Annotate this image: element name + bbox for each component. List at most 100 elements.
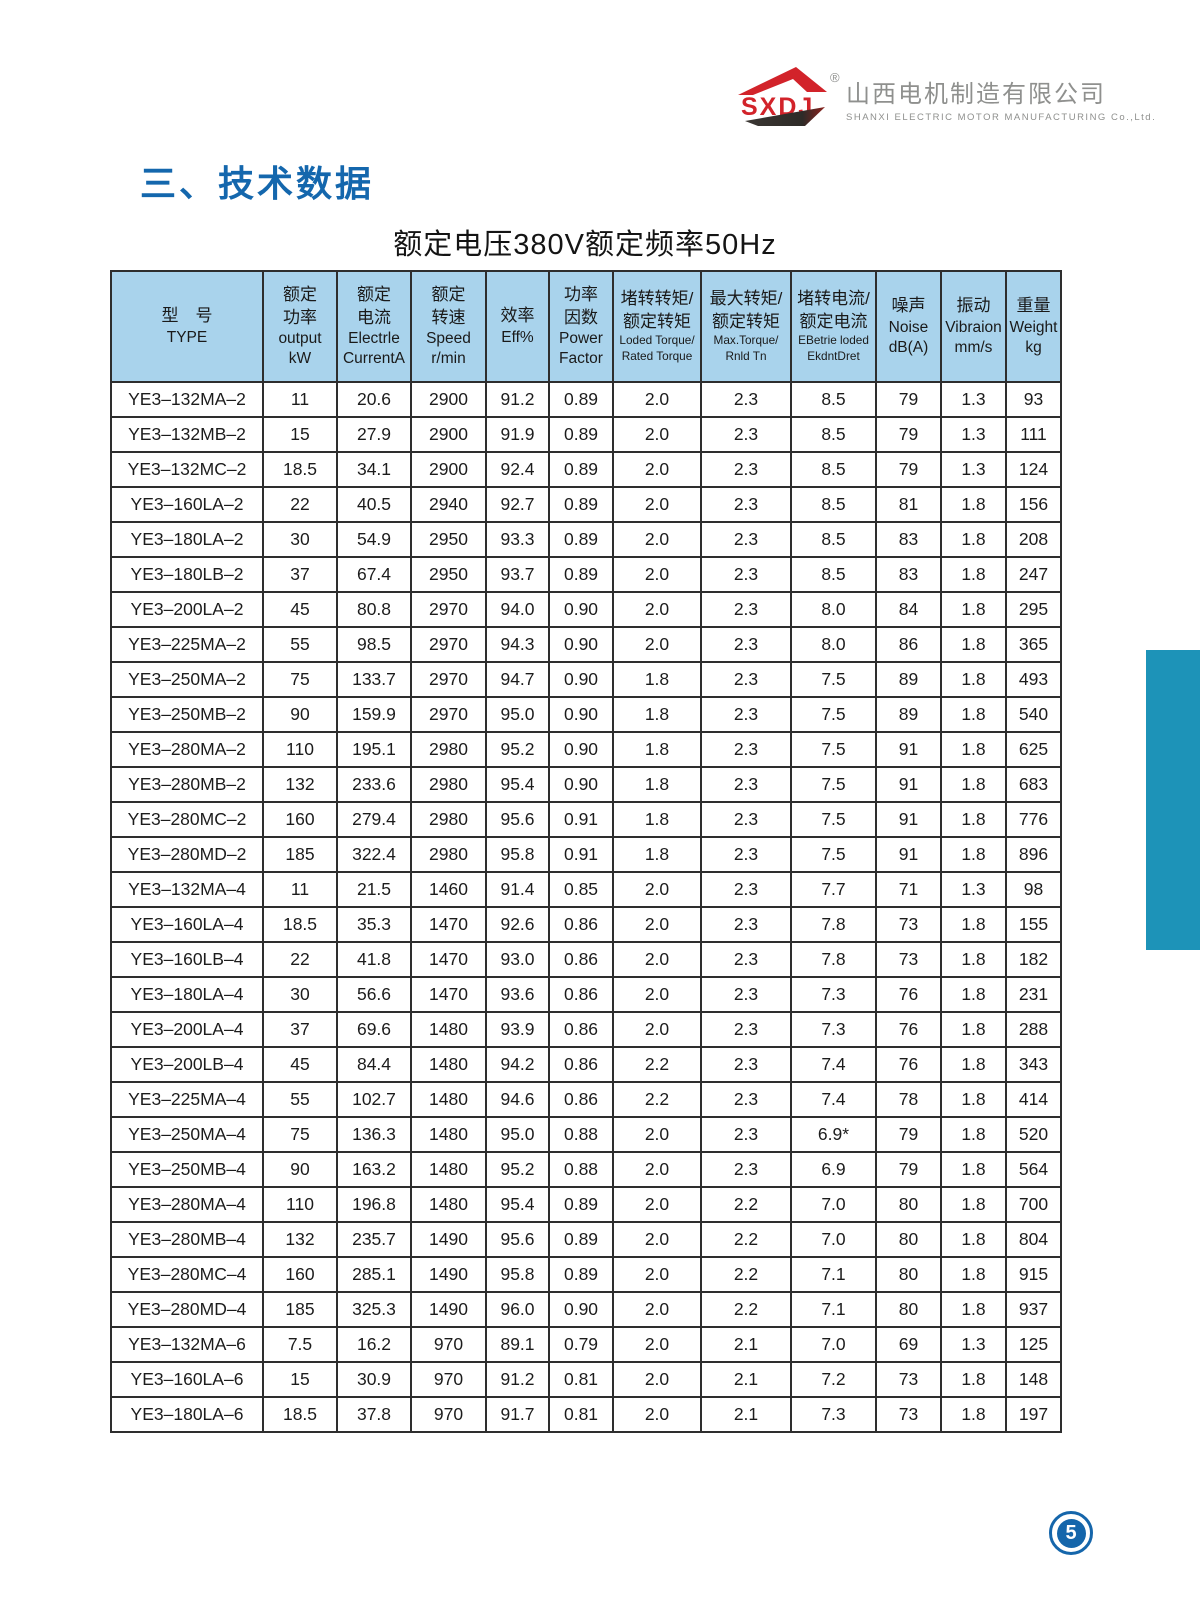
- cell-rated-speed: 1480: [410, 1151, 487, 1188]
- cell-noise: 79: [875, 451, 942, 488]
- cell-locked-current-ratio: 7.1: [790, 1256, 877, 1293]
- cell-rated-current: 69.6: [336, 1011, 412, 1048]
- cell-weight: 520: [1005, 1116, 1062, 1153]
- cell-rated-speed: 970: [410, 1326, 487, 1363]
- cell-rated-speed: 2970: [410, 696, 487, 733]
- cell-locked-current-ratio: 7.5: [790, 836, 877, 873]
- cell-locked-current-ratio: 8.5: [790, 556, 877, 593]
- table-row: YE3–250MA–4 75 136.3 1480 95.0 0.88 2.0 2.3 6.9*…: [110, 1116, 1062, 1153]
- cell-vibration: 1.8: [940, 801, 1007, 838]
- cell-power-factor: 0.89: [548, 416, 614, 453]
- cell-type: YE3–132MA–6: [110, 1326, 264, 1363]
- cell-locked-current-ratio: 8.5: [790, 521, 877, 558]
- page-number-badge: 5: [1049, 1511, 1093, 1555]
- cell-locked-current-ratio: 6.9*: [790, 1116, 877, 1153]
- cell-type: YE3–250MA–2: [110, 661, 264, 698]
- cell-power-factor: 0.90: [548, 626, 614, 663]
- cell-efficiency: 91.9: [485, 416, 550, 453]
- cell-noise: 73: [875, 906, 942, 943]
- cell-locked-torque-ratio: 2.0: [612, 1151, 702, 1188]
- cell-efficiency: 95.0: [485, 1116, 550, 1153]
- cell-rated-current: 30.9: [336, 1361, 412, 1398]
- cell-rated-power: 22: [262, 941, 338, 978]
- cell-weight: 365: [1005, 626, 1062, 663]
- cell-max-torque-ratio: 2.3: [700, 1081, 792, 1118]
- cell-vibration: 1.8: [940, 556, 1007, 593]
- table-row: YE3–280MC–2 160 279.4 2980 95.6 0.91 1.8 2.3 7.5…: [110, 801, 1062, 838]
- cell-rated-current: 322.4: [336, 836, 412, 873]
- cell-rated-speed: 1470: [410, 976, 487, 1013]
- cell-rated-current: 27.9: [336, 416, 412, 453]
- cell-rated-power: 185: [262, 836, 338, 873]
- cell-noise: 76: [875, 1046, 942, 1083]
- cell-max-torque-ratio: 2.3: [700, 381, 792, 418]
- cell-rated-speed: 2900: [410, 451, 487, 488]
- cell-efficiency: 95.4: [485, 766, 550, 803]
- cell-noise: 73: [875, 1396, 942, 1433]
- cell-locked-torque-ratio: 2.0: [612, 941, 702, 978]
- cell-rated-current: 325.3: [336, 1291, 412, 1328]
- cell-weight: 915: [1005, 1256, 1062, 1293]
- column-header-weight: 重量 Weight kg: [1005, 270, 1062, 383]
- cell-weight: 93: [1005, 381, 1062, 418]
- cell-efficiency: 95.4: [485, 1186, 550, 1223]
- cell-type: YE3–250MB–2: [110, 696, 264, 733]
- cell-type: YE3–160LB–4: [110, 941, 264, 978]
- table-header-row: 型 号 TYPE 额定 功率 output kW 额定 电流 Electrle CurrentA 额…: [110, 270, 1062, 383]
- cell-rated-power: 132: [262, 1221, 338, 1258]
- cell-max-torque-ratio: 2.3: [700, 591, 792, 628]
- cell-max-torque-ratio: 2.3: [700, 1011, 792, 1048]
- cell-efficiency: 95.2: [485, 1151, 550, 1188]
- cell-type: YE3–280MB–2: [110, 766, 264, 803]
- cell-rated-power: 18.5: [262, 906, 338, 943]
- cell-type: YE3–280MD–2: [110, 836, 264, 873]
- cell-efficiency: 91.2: [485, 1361, 550, 1398]
- registered-mark: ®: [830, 70, 840, 85]
- cell-weight: 247: [1005, 556, 1062, 593]
- cell-efficiency: 89.1: [485, 1326, 550, 1363]
- column-header-rated-speed: 额定 转速 Speed r/min: [410, 270, 487, 383]
- cell-rated-power: 160: [262, 1256, 338, 1293]
- cell-weight: 937: [1005, 1291, 1062, 1328]
- table-row: YE3–180LA–2 30 54.9 2950 93.3 0.89 2.0 2.3 8.5 83…: [110, 521, 1062, 558]
- cell-efficiency: 95.6: [485, 1221, 550, 1258]
- cell-rated-power: 45: [262, 1046, 338, 1083]
- cell-power-factor: 0.86: [548, 976, 614, 1013]
- company-name-zh: 山西电机制造有限公司: [846, 81, 1106, 108]
- cell-rated-current: 80.8: [336, 591, 412, 628]
- cell-rated-speed: 1480: [410, 1081, 487, 1118]
- table-row: YE3–200LA–2 45 80.8 2970 94.0 0.90 2.0 2.3 8.0 84…: [110, 591, 1062, 628]
- cell-efficiency: 93.6: [485, 976, 550, 1013]
- cell-rated-speed: 2900: [410, 416, 487, 453]
- cell-noise: 79: [875, 1116, 942, 1153]
- cell-rated-speed: 1490: [410, 1256, 487, 1293]
- cell-efficiency: 94.2: [485, 1046, 550, 1083]
- cell-rated-current: 41.8: [336, 941, 412, 978]
- cell-locked-torque-ratio: 2.2: [612, 1081, 702, 1118]
- table-caption: 额定电压380V额定频率50Hz: [393, 229, 777, 261]
- cell-noise: 91: [875, 731, 942, 768]
- cell-power-factor: 0.89: [548, 521, 614, 558]
- cell-vibration: 1.3: [940, 451, 1007, 488]
- cell-efficiency: 92.4: [485, 451, 550, 488]
- cell-power-factor: 0.90: [548, 591, 614, 628]
- cell-type: YE3–250MB–4: [110, 1151, 264, 1188]
- cell-type: YE3–180LA–6: [110, 1396, 264, 1433]
- cell-noise: 79: [875, 1151, 942, 1188]
- table-row: YE3–132MA–6 7.5 16.2 970 89.1 0.79 2.0 2.1 7.0 69…: [110, 1326, 1062, 1363]
- cell-noise: 76: [875, 1011, 942, 1048]
- cell-locked-current-ratio: 8.5: [790, 486, 877, 523]
- cell-locked-torque-ratio: 2.0: [612, 1256, 702, 1293]
- cell-rated-speed: 1480: [410, 1011, 487, 1048]
- cell-noise: 80: [875, 1221, 942, 1258]
- cell-type: YE3–280MD–4: [110, 1291, 264, 1328]
- cell-rated-speed: 2980: [410, 801, 487, 838]
- cell-locked-current-ratio: 7.0: [790, 1221, 877, 1258]
- cell-power-factor: 0.81: [548, 1396, 614, 1433]
- cell-locked-torque-ratio: 2.0: [612, 871, 702, 908]
- cell-locked-torque-ratio: 2.0: [612, 1396, 702, 1433]
- cell-power-factor: 0.90: [548, 661, 614, 698]
- cell-noise: 80: [875, 1291, 942, 1328]
- cell-weight: 414: [1005, 1081, 1062, 1118]
- cell-locked-current-ratio: 7.3: [790, 1396, 877, 1433]
